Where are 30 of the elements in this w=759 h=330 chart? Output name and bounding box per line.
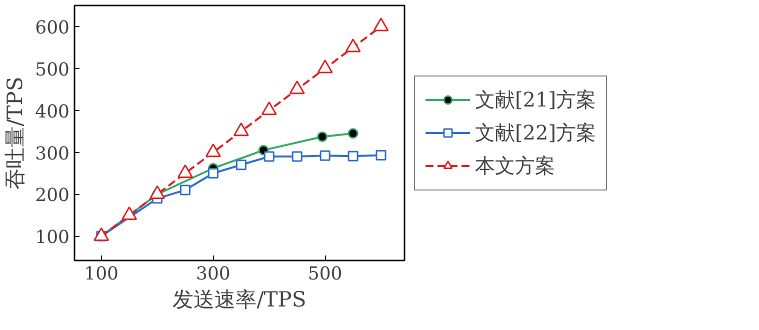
legend-label: 文献[21]方案 [475, 86, 596, 113]
x-tick-label: 300 [196, 264, 230, 284]
point [348, 128, 358, 139]
x-axis-title: 发送速率/TPS [172, 288, 306, 312]
point [376, 150, 386, 160]
y-axis-title: 吞吐量/TPS [3, 76, 28, 190]
y-tick-label: 500 [35, 59, 70, 80]
point [289, 80, 305, 94]
point [348, 150, 358, 162]
point [320, 150, 330, 161]
point [180, 184, 190, 196]
x-tick-label: 100 [84, 264, 119, 284]
point [373, 18, 389, 32]
y-tick-label: 100 [35, 227, 70, 248]
point [208, 168, 218, 179]
point [292, 151, 302, 162]
point [345, 38, 361, 52]
point [236, 160, 246, 170]
x-tick-label: 500 [308, 264, 342, 284]
legend-label: 本文方案 [475, 152, 555, 179]
y-tick-label: 400 [35, 101, 70, 122]
y-tick-label: 300 [35, 143, 70, 164]
point [233, 122, 249, 136]
point [317, 132, 328, 142]
point [261, 102, 277, 116]
legend-label: 文献[22]方案 [475, 119, 596, 146]
point [317, 60, 333, 74]
y-tick-label: 200 [35, 185, 70, 206]
y-tick-label: 600 [35, 17, 70, 38]
point [264, 151, 274, 162]
